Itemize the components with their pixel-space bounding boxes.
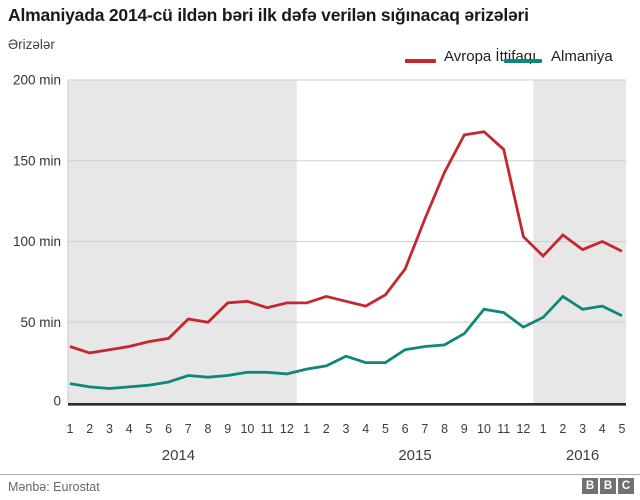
y-axis-labels: 0 50 min 100 min 150 min 200 min: [13, 73, 61, 409]
x-tick-label: 10: [240, 422, 254, 436]
x-tick-label: 5: [145, 422, 152, 436]
y-tick-label: 200 min: [13, 73, 61, 88]
x-tick-label: 1: [303, 422, 310, 436]
x-tick-label: 7: [185, 422, 192, 436]
x-tick-label: 4: [599, 422, 606, 436]
x-tick-label: 3: [106, 422, 113, 436]
year-label: 2016: [566, 447, 599, 464]
x-tick-label: 11: [261, 422, 274, 436]
year-labels: 2014 2015 2016: [162, 447, 600, 464]
x-tick-label: 8: [205, 422, 212, 436]
x-tick-label: 1: [540, 422, 547, 436]
x-tick-label: 3: [579, 422, 586, 436]
source-note: Mənbə: Eurostat: [8, 480, 100, 494]
bbc-logo-block: C: [618, 478, 634, 494]
y-tick-label: 0: [53, 394, 61, 409]
x-tick-label: 2: [559, 422, 566, 436]
y-axis-title: Ərizələr: [8, 37, 55, 52]
x-tick-label: 11: [497, 422, 510, 436]
germany-line-legend-swatch: [504, 58, 542, 63]
x-axis-labels: 1 2 3 4 5 6 7 8 9 10 11 12 1 2 3 4 5 6 7 8 9 10 11 12 1 2 3 4 5: [67, 422, 626, 436]
eu-line-legend-swatch: [405, 59, 436, 63]
year-label: 2014: [162, 447, 195, 464]
germany-line: [69, 294, 623, 390]
x-tick-label: 4: [362, 422, 369, 436]
x-tick-label: 10: [477, 422, 491, 436]
legend-label-germany: Almaniya: [551, 48, 613, 65]
x-tick-label: 1: [67, 422, 74, 436]
eu-line: [69, 130, 623, 355]
y-tick-label: 100 min: [13, 234, 61, 249]
x-tick-label: 5: [382, 422, 389, 436]
x-tick-label: 9: [224, 422, 231, 436]
x-tick-label: 2: [323, 422, 330, 436]
x-tick-label: 3: [343, 422, 350, 436]
x-tick-label: 4: [126, 422, 133, 436]
x-tick-label: 2: [86, 422, 93, 436]
y-tick-label: 50 min: [20, 315, 61, 330]
legend: Avropa İttifaqı Almaniya: [0, 46, 640, 68]
bbc-logo-block: B: [600, 478, 616, 494]
x-tick-label: 7: [421, 422, 428, 436]
x-tick-label: 6: [165, 422, 172, 436]
x-tick-label: 12: [280, 422, 294, 436]
chart-title: Almaniyada 2014-cü ildən bəri ilk dəfə v…: [8, 5, 529, 25]
y-tick-label: 150 min: [13, 153, 61, 168]
bbc-logo: B B C: [582, 478, 634, 494]
footer-divider: [0, 474, 640, 475]
x-tick-label: 5: [619, 422, 626, 436]
x-tick-label: 12: [516, 422, 530, 436]
year-label: 2015: [398, 447, 431, 464]
bbc-logo-block: B: [582, 478, 598, 494]
x-tick-label: 9: [461, 422, 468, 436]
x-tick-label: 6: [402, 422, 409, 436]
x-tick-label: 8: [441, 422, 448, 436]
